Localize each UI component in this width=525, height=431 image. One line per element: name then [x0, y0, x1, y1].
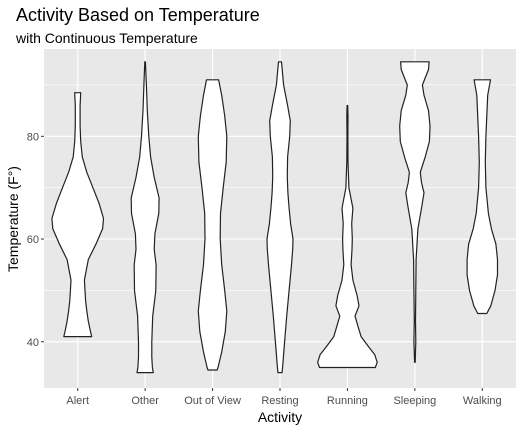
violin-walking	[466, 79, 499, 315]
y-tick-label: 60	[27, 234, 39, 246]
violin-resting	[266, 61, 294, 374]
violin-out-of-view	[197, 79, 228, 371]
x-tick-label: Running	[327, 395, 368, 407]
x-tick-label: Sleeping	[393, 395, 436, 407]
violin-alert	[51, 92, 105, 338]
x-tick-label: Walking	[463, 395, 502, 407]
violin-running	[317, 104, 378, 369]
x-tick-label: Alert	[66, 395, 89, 407]
chart-title: Activity Based on Temperature	[16, 5, 260, 25]
x-axis-label: Activity	[258, 409, 302, 425]
y-tick-label: 40	[27, 337, 39, 349]
y-axis-label: Temperature (F°)	[5, 166, 21, 272]
violin-sleeping	[399, 61, 431, 363]
chart-subtitle: with Continuous Temperature	[15, 30, 198, 46]
x-tick-label: Out of View	[184, 395, 241, 407]
violin-other	[130, 61, 160, 374]
x-tick-label: Resting	[261, 395, 298, 407]
y-tick-label: 80	[27, 131, 39, 143]
violins	[51, 61, 499, 374]
y-axis: 40 60 80	[27, 131, 44, 349]
x-tick-label: Other	[131, 395, 159, 407]
x-axis: Alert Other Out of View Resting Running Sleep…	[66, 388, 502, 407]
